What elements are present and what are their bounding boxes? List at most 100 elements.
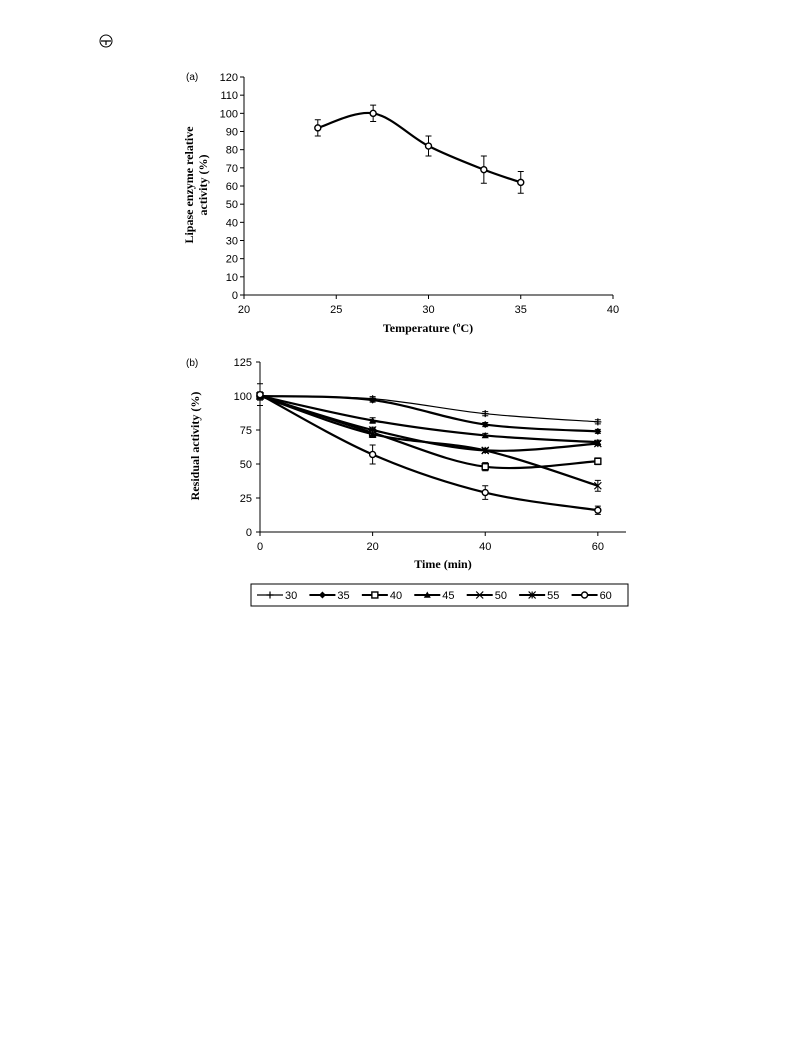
chart-b-residual-activity: (b) 0 25 50 75 100 125 0 20 40 60 Residual activ…: [186, 357, 629, 607]
chart-b-series-line: [259, 393, 599, 512]
chart-b-data-point: [256, 390, 264, 399]
chart-b-y-tick-label: 75: [240, 425, 252, 437]
chart-b-data-point: [369, 416, 377, 424]
chart-b-panel-label: (b): [186, 358, 198, 369]
chart-a-y-tick-label: 20: [226, 254, 238, 266]
page-marker-icon: [99, 34, 113, 48]
chart-a-y-tick-label: 50: [226, 199, 238, 211]
chart-b-legend-marker: [318, 591, 326, 599]
chart-a-ylabel-line2: activity (%): [196, 155, 210, 216]
chart-b-legend-item: 50: [466, 590, 507, 602]
chart-b-plot-area: [256, 383, 602, 515]
chart-b-legend-label: 55: [547, 590, 559, 602]
chart-a-panel-label: (a): [186, 72, 198, 83]
chart-b-data-point: [481, 488, 489, 497]
chart-a-data-point: [369, 109, 377, 118]
chart-b-legend-label: 60: [600, 590, 612, 602]
chart-a-y-tick-label: 70: [226, 163, 238, 175]
chart-b-x-tick-label: 0: [257, 541, 263, 553]
chart-b-legend-item: 55: [519, 590, 559, 602]
chart-b-data-point: [481, 410, 489, 418]
chart-a-y-tick-label: 0: [232, 290, 238, 302]
chart-b-legend-marker: [580, 591, 589, 599]
chart-b-data-point: [594, 457, 602, 465]
chart-b-legend-marker: [266, 591, 274, 599]
chart-a-y-ticks: 0 10 20 30 40 50 60 70 80 90 100 110 120: [220, 72, 244, 302]
chart-b-legend-label: 30: [285, 590, 297, 602]
chart-b-legend: 30 35 40 45 50 55 60: [250, 583, 629, 607]
chart-b-series-line: [259, 395, 598, 423]
chart-a-x-ticks: 20 25 30 35 40: [238, 295, 619, 316]
chart-b-y-ticks: 0 25 50 75 100 125: [234, 357, 260, 539]
chart-b-series-line: [259, 394, 598, 452]
chart-b-series-60: [256, 383, 602, 515]
chart-a-y-tick-label: 40: [226, 217, 238, 229]
chart-b-legend-label: 35: [337, 590, 349, 602]
chart-a-x-tick-label: 35: [515, 304, 527, 316]
chart-b-data-point: [594, 418, 602, 426]
chart-b-x-tick-label: 60: [592, 541, 604, 553]
chart-a-y-tick-label: 90: [226, 127, 238, 139]
chart-a-ylabel-line1: Lipase enzyme relative: [182, 126, 196, 244]
chart-a-data-point: [314, 124, 322, 132]
chart-b-x-ticks: 0 20 40 60: [257, 532, 604, 553]
chart-b-y-tick-label: 125: [234, 357, 252, 369]
chart-b-data-point: [594, 506, 602, 514]
chart-a-y-tick-label: 60: [226, 181, 238, 193]
chart-a-x-tick-label: 40: [607, 304, 619, 316]
chart-a-data-point: [424, 142, 433, 150]
chart-a-y-tick-label: 80: [226, 145, 238, 157]
chart-a-x-tick-label: 20: [238, 304, 250, 316]
chart-b-legend-marker: [528, 591, 537, 599]
chart-b-data-point: [368, 450, 377, 459]
chart-b-data-point: [481, 431, 489, 439]
chart-b-legend-item: 35: [309, 590, 350, 602]
chart-b-legend-item: 45: [414, 590, 455, 602]
chart-b-series-55: [256, 392, 602, 455]
chart-b-legend-label: 40: [390, 590, 402, 602]
chart-b-series-line: [259, 394, 599, 487]
chart-b-legend-label: 45: [442, 590, 454, 602]
chart-b-legend-marker: [475, 591, 484, 599]
chart-b-data-point: [481, 446, 490, 455]
chart-a-x-tick-label: 30: [422, 304, 434, 316]
chart-a-plot-area: [314, 104, 525, 194]
chart-b-xlabel: Time (min): [414, 557, 471, 571]
chart-a-data-point: [480, 165, 488, 174]
chart-b-series-40: [256, 391, 602, 472]
chart-b-legend-label: 50: [495, 590, 507, 602]
chart-b-legend-item: 30: [257, 590, 297, 602]
chart-a-y-tick-label: 30: [226, 236, 238, 248]
chart-b-legend-marker: [423, 591, 431, 598]
chart-a-y-tick-label: 120: [220, 72, 238, 84]
chart-b-series-line: [259, 394, 598, 433]
chart-b-data-point: [593, 439, 602, 448]
chart-b-data-point: [594, 427, 602, 435]
chart-b-series-line: [259, 394, 598, 444]
chart-b-legend-item: 60: [571, 590, 612, 602]
chart-a-axes: [243, 77, 613, 296]
chart-b-legend-item: 40: [361, 590, 402, 602]
chart-b-y-tick-label: 50: [240, 459, 252, 471]
chart-a-x-tick-label: 25: [330, 304, 342, 316]
chart-b-data-point: [481, 463, 489, 471]
chart-b-x-tick-label: 40: [479, 541, 491, 553]
chart-a-y-tick-label: 100: [220, 108, 238, 120]
chart-b-data-point: [368, 426, 377, 434]
chart-b-y-tick-label: 0: [246, 527, 252, 539]
chart-a-data-point: [517, 178, 525, 187]
chart-b-data-point: [369, 396, 377, 404]
chart-b-ylabel: Residual activity (%): [188, 392, 202, 501]
chart-a-xlabel: Temperature (ºC): [383, 321, 473, 335]
chart-a-y-tick-label: 110: [220, 90, 238, 102]
chart-b-data-point: [481, 421, 489, 429]
chart-b-x-tick-label: 20: [366, 541, 378, 553]
chart-b-y-tick-label: 100: [234, 391, 252, 403]
chart-a-y-tick-label: 10: [226, 272, 238, 284]
chart-a-series-line: [317, 111, 522, 184]
chart-a-temperature-activity: (a) 0 10 20 30 40 50 60 70 80 90 100 110 120 20 25 30 3…: [182, 72, 619, 335]
chart-b-data-point: [593, 481, 602, 490]
chart-b-y-tick-label: 25: [240, 493, 252, 505]
chart-b-legend-marker: [371, 591, 379, 599]
